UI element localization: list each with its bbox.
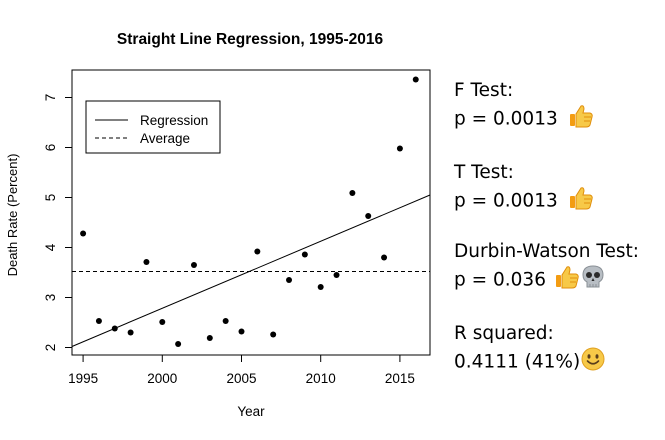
t-test-label: T Test:: [454, 162, 514, 183]
x-tick-label: 2015: [385, 371, 415, 386]
data-point: [80, 230, 87, 237]
y-tick-label: 4: [43, 243, 58, 251]
x-tick-label: 1995: [68, 371, 98, 386]
data-point: [365, 213, 372, 219]
legend-regression-label: Regression: [140, 113, 208, 128]
data-point: [333, 272, 340, 278]
data-point: [143, 259, 150, 265]
data-point: [317, 284, 324, 290]
data-point: [254, 248, 261, 255]
thumbs-up-icon: [568, 103, 594, 136]
data-point: [175, 341, 182, 347]
data-point: [159, 319, 166, 325]
regression-chart: Straight Line Regression, 1995-2016 1995…: [5, 31, 431, 419]
y-tick-label: 5: [43, 194, 58, 202]
data-point: [127, 329, 134, 336]
y-tick-label: 2: [43, 344, 58, 352]
smiling-face-icon: [580, 346, 606, 379]
x-axis: 1995 2000 2005 2010 2015: [68, 354, 415, 386]
t-test-block: T Test: p = 0.0013: [454, 160, 594, 212]
t-test-value: p = 0.0013: [454, 190, 558, 212]
data-point: [238, 328, 245, 335]
durbin-watson-value: p = 0.036: [454, 269, 546, 291]
data-points: [80, 76, 419, 347]
data-point: [349, 190, 356, 196]
data-point: [301, 251, 308, 258]
y-axis: 2 3 4 5 6 7: [43, 94, 73, 352]
y-tick-label: 3: [43, 294, 58, 302]
y-tick-label: 6: [43, 144, 58, 152]
f-test-label: F Test:: [454, 80, 514, 101]
x-tick-label: 2000: [147, 371, 177, 386]
data-point: [270, 331, 277, 338]
legend-average-label: Average: [140, 131, 190, 146]
thumbs-up-icon: [568, 185, 594, 218]
data-point: [95, 318, 102, 324]
data-point: [206, 335, 213, 341]
skull-icon: [580, 264, 606, 297]
durbin-watson-label: Durbin-Watson Test:: [454, 241, 640, 262]
f-test-block: F Test: p = 0.0013: [454, 78, 594, 130]
data-point: [190, 262, 197, 268]
legend-box: [85, 100, 221, 154]
y-tick-label: 7: [43, 94, 58, 102]
r-squared-block: R squared: 0.4111 (41%): [454, 321, 606, 373]
data-point: [396, 145, 403, 152]
thumbs-up-icon: [554, 264, 580, 297]
x-axis-label: Year: [237, 404, 265, 419]
data-point: [222, 318, 229, 324]
data-point: [412, 76, 419, 83]
x-tick-label: 2010: [306, 371, 336, 386]
durbin-watson-block: Durbin-Watson Test: p = 0.036: [454, 239, 640, 291]
y-axis-label: Death Rate (Percent): [5, 154, 20, 277]
data-point: [381, 254, 388, 261]
f-test-value: p = 0.0013: [454, 108, 558, 130]
r-squared-value: 0.4111 (41%): [454, 351, 581, 373]
data-point: [111, 325, 118, 332]
chart-title: Straight Line Regression, 1995-2016: [117, 31, 384, 48]
data-point: [286, 277, 293, 283]
x-tick-label: 2005: [226, 371, 256, 386]
r-squared-label: R squared:: [454, 323, 554, 344]
legend: Regression Average: [85, 100, 221, 154]
regression-line: [71, 194, 431, 347]
